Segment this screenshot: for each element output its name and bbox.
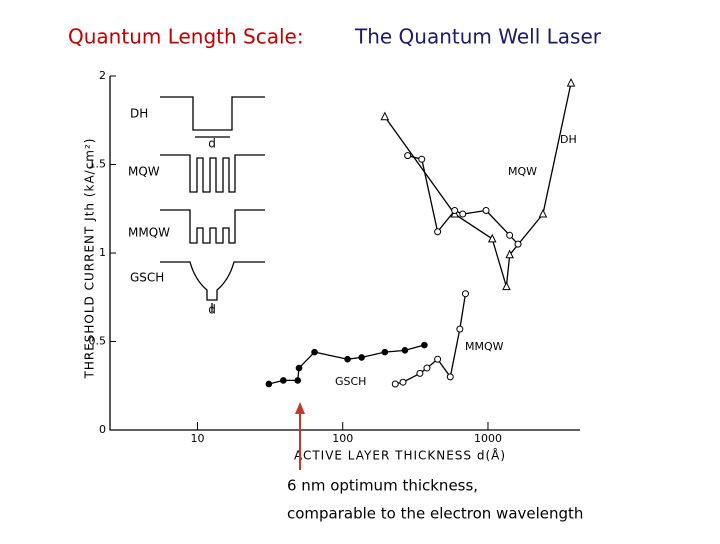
point — [280, 377, 287, 384]
point — [265, 380, 273, 388]
point — [423, 364, 431, 372]
subtitle: The Quantum Well Laser — [354, 25, 602, 49]
point — [459, 210, 467, 218]
point — [456, 325, 464, 333]
point — [399, 378, 407, 386]
point — [451, 207, 459, 215]
y-tick-label: 1.5 — [89, 158, 107, 171]
x-tick-label: 100 — [332, 432, 353, 445]
y-tick-label: 0.5 — [89, 335, 107, 348]
inset-label: GSCH — [130, 271, 164, 285]
arrow-head — [295, 402, 305, 414]
series-line — [395, 293, 467, 385]
point — [506, 231, 514, 239]
point — [434, 355, 442, 363]
title: Quantum Length Scale: — [68, 25, 304, 49]
inset-labels: DH d MQW MMQW GSCH d — [128, 107, 216, 317]
y-tick-label: 1 — [99, 246, 106, 259]
y-tick-label: 0 — [99, 423, 106, 436]
inset-profiles — [160, 96, 265, 312]
inset-label: d — [208, 303, 216, 317]
point — [391, 380, 399, 388]
inset-label: MQW — [128, 165, 160, 179]
inset-label: DH — [130, 107, 148, 121]
point — [358, 354, 365, 361]
point — [404, 152, 412, 160]
point — [505, 249, 514, 259]
point — [566, 77, 576, 87]
point — [418, 155, 426, 163]
annotation-line: 6 nm optimum thickness, — [287, 477, 478, 495]
point — [416, 369, 424, 377]
point — [294, 377, 302, 384]
series-label: MMQW — [465, 340, 504, 353]
point — [502, 281, 511, 291]
point — [487, 233, 497, 243]
x-axis-label: ACTIVE LAYER THICKNESS d(Å) — [294, 448, 506, 463]
series-line — [384, 82, 572, 287]
point — [434, 228, 442, 236]
y-axis-label: THRESHOLD CURRENT Jth (kA/cm²) — [83, 138, 97, 380]
point — [461, 290, 469, 298]
point — [311, 348, 318, 356]
point — [380, 111, 390, 121]
point — [538, 208, 548, 218]
point — [482, 207, 490, 215]
series-label: GSCH — [335, 375, 366, 388]
point — [344, 355, 351, 363]
inset-label: MMQW — [128, 226, 170, 240]
point — [295, 364, 303, 372]
point — [401, 347, 409, 354]
x-tick-label: 10 — [190, 432, 204, 445]
point — [381, 348, 389, 356]
point — [446, 373, 454, 381]
y-tick-label: 2 — [99, 69, 106, 82]
annotation-line: comparable to the electron wavelength — [287, 505, 583, 523]
x-tick-label: 1000 — [474, 432, 502, 445]
series-line — [407, 154, 519, 245]
point — [514, 240, 522, 248]
inset-label: d — [208, 137, 216, 151]
series-label: DH — [560, 133, 577, 146]
series-label: MQW — [508, 165, 537, 178]
point — [421, 341, 428, 349]
series-line — [268, 344, 425, 385]
